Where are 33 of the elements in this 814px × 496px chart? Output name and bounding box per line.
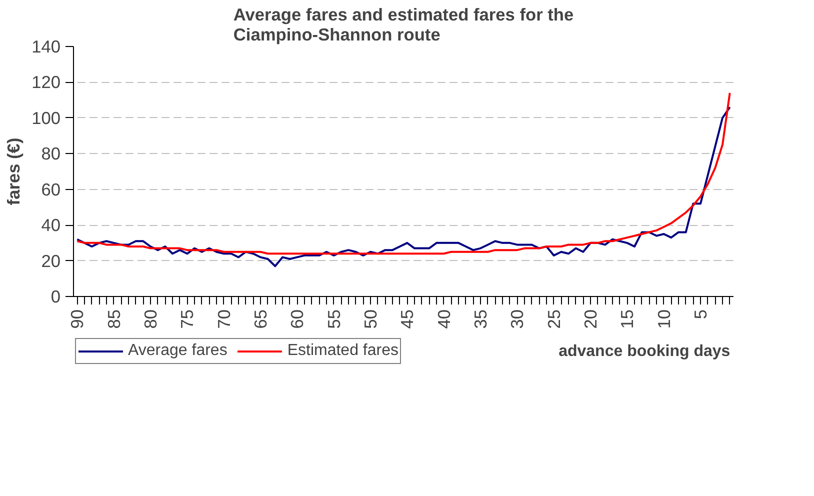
x-axis-title: advance booking days (558, 343, 730, 360)
x-tick-label: 65 (250, 309, 270, 329)
x-tick-label: 5 (690, 309, 710, 320)
x-tick-label: 55 (324, 309, 344, 329)
y-tick-label: 20 (41, 250, 61, 271)
y-tick-label: 40 (41, 215, 61, 236)
line-series (76, 106, 731, 268)
x-tick-label: 40 (434, 309, 454, 329)
x-tick-label: 20 (580, 309, 600, 329)
y-tick-label: 100 (32, 108, 61, 128)
x-tick-label: 30 (507, 309, 528, 329)
x-tick-label: 70 (214, 309, 234, 329)
x-tick-label: 15 (617, 309, 638, 329)
y-tick-label: 80 (41, 144, 61, 164)
x-tick-label: 75 (177, 309, 198, 329)
x-tick-label: 60 (287, 309, 308, 329)
chart-title: Average fares and estimated fares for the Ciampino-Shannon route (233, 4, 574, 44)
legend-label: Average fares (128, 342, 228, 360)
line-series (76, 92, 731, 255)
y-tick-label: 140 (32, 36, 61, 56)
y-tick-label: 60 (41, 179, 61, 200)
y-axis-title: fares (€) (4, 138, 24, 206)
x-tick-label: 80 (140, 309, 160, 329)
y-tick-label: 120 (32, 72, 61, 92)
y-tick-label: 0 (50, 286, 61, 306)
x-tick-label: 85 (104, 309, 124, 329)
x-tick-label: 50 (360, 309, 380, 329)
legend-label: Estimated fares (287, 342, 398, 360)
x-tick-label: 35 (470, 309, 490, 329)
x-tick-label: 45 (397, 309, 418, 329)
x-tick-label: 10 (654, 309, 674, 329)
x-tick-label: 25 (544, 309, 564, 329)
x-tick-label: 90 (67, 309, 88, 329)
